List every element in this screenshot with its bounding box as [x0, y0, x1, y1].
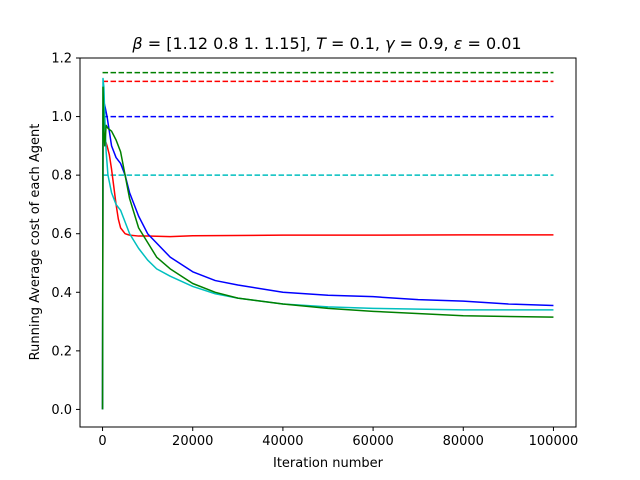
chart-title: β = [1.12 0.8 1. 1.15], T = 0.1, γ = 0.9…	[131, 34, 521, 53]
y-axis-label: Running Average cost of each Agent	[28, 124, 43, 361]
y-tick-label: 1.0	[51, 110, 72, 125]
title-beta-value: = [1.12 0.8 1. 1.15],	[143, 34, 316, 53]
title-gamma-value: = 0.9,	[395, 34, 454, 53]
reference-lines	[102, 71, 554, 176]
x-tick-label: 0	[98, 434, 106, 449]
y-tick-label: 0.6	[51, 227, 72, 242]
series-line-2	[101, 77, 554, 410]
x-tick-label: 40000	[262, 434, 303, 449]
title-t-symbol: T	[316, 34, 327, 53]
title-epsilon-symbol: ε	[454, 34, 463, 53]
series-line-1	[101, 101, 554, 410]
title-gamma-symbol: γ	[385, 34, 396, 53]
x-tick-label: 100000	[529, 434, 579, 449]
series-line-3	[101, 86, 554, 410]
title-epsilon-value: = 0.01	[462, 34, 521, 53]
y-axis-ticks: 0.0 0.2 0.4 0.6 0.8 1.0 1.2	[51, 52, 80, 418]
plot-frame	[79, 57, 577, 428]
x-tick-label: 60000	[352, 434, 393, 449]
x-axis-label: Iteration number	[273, 456, 384, 471]
x-tick-label: 20000	[172, 434, 213, 449]
x-tick-label: 80000	[443, 434, 484, 449]
x-axis-ticks: 0 20000 40000 60000 80000 100000	[98, 427, 578, 449]
y-tick-label: 1.2	[51, 52, 72, 67]
y-tick-label: 0.4	[51, 286, 72, 301]
title-t-value: = 0.1,	[326, 34, 385, 53]
series-line-0	[101, 130, 554, 410]
title-beta-symbol: β	[131, 34, 142, 53]
y-tick-label: 0.0	[51, 403, 72, 418]
series-lines	[101, 77, 554, 410]
y-tick-label: 0.2	[51, 344, 72, 359]
y-tick-label: 0.8	[51, 169, 72, 184]
